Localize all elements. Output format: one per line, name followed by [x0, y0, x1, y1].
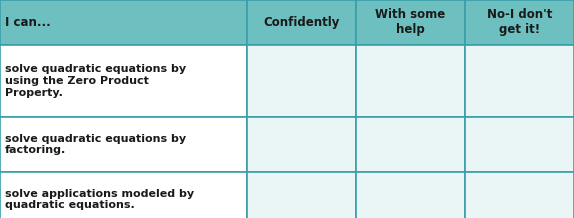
- Bar: [465, 45, 574, 117]
- Text: solve applications modeled by
quadratic equations.: solve applications modeled by quadratic …: [5, 189, 194, 210]
- Bar: [0, 117, 247, 172]
- Bar: [356, 0, 465, 45]
- Text: solve quadratic equations by
factoring.: solve quadratic equations by factoring.: [5, 134, 186, 155]
- Bar: [247, 0, 356, 45]
- Text: With some
help: With some help: [375, 9, 445, 36]
- Bar: [247, 172, 356, 218]
- Bar: [465, 172, 574, 218]
- Bar: [0, 0, 247, 45]
- Text: I can...: I can...: [5, 16, 51, 29]
- Text: No-I don't
get it!: No-I don't get it!: [487, 9, 552, 36]
- Bar: [0, 45, 247, 117]
- Text: solve quadratic equations by
using the Zero Product
Property.: solve quadratic equations by using the Z…: [5, 64, 186, 98]
- Bar: [356, 45, 465, 117]
- Bar: [247, 117, 356, 172]
- Text: Confidently: Confidently: [263, 16, 340, 29]
- Bar: [356, 117, 465, 172]
- Bar: [356, 172, 465, 218]
- Bar: [465, 0, 574, 45]
- Bar: [0, 172, 247, 218]
- Bar: [465, 117, 574, 172]
- Bar: [247, 45, 356, 117]
